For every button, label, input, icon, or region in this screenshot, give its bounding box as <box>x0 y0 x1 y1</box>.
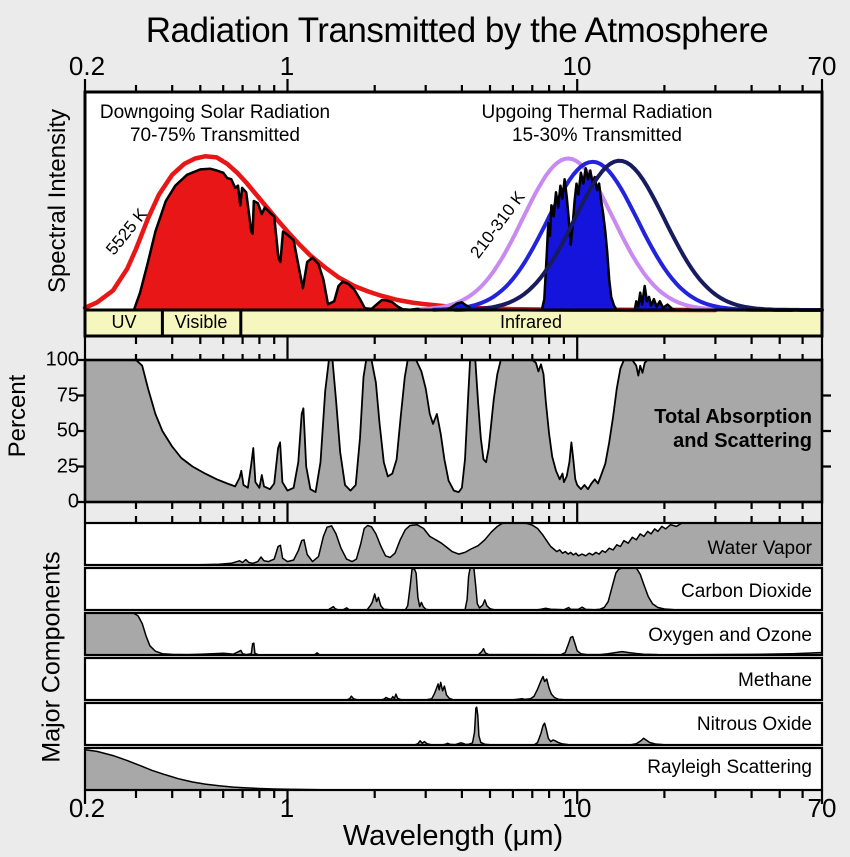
series-thermal-transmitted <box>445 167 678 312</box>
component-panel-border-4 <box>83 656 824 702</box>
component-label-rayleigh: Rayleigh Scattering <box>647 757 812 778</box>
component-panel-background-4 <box>85 658 822 700</box>
bottom-axis-tick-label-0.2: 0.2 <box>68 793 106 823</box>
series-component-3 <box>345 675 823 701</box>
band-label-visible: Visible <box>174 312 228 332</box>
band-label-uv: UV <box>111 312 137 332</box>
series-component-0 <box>186 522 823 566</box>
component-panel-background-5 <box>85 703 822 745</box>
top-axis-tick-label-1: 1 <box>279 51 295 81</box>
solar-annotation-line2: 70-75% Transmitted <box>129 125 301 146</box>
percent-tick-25: 25 <box>56 455 79 477</box>
thermal-annotation-line1: Upgoing Thermal Radiation <box>481 102 713 123</box>
tick-marks <box>77 79 831 804</box>
percent-tick-50: 50 <box>56 419 79 442</box>
wavelength-axis-label: Wavelength (μm) <box>342 820 564 852</box>
component-panel-border-2 <box>83 566 824 612</box>
bottom-axis-tick-label-70: 70 <box>807 793 837 823</box>
top-axis-tick-label-70: 70 <box>807 51 837 81</box>
series-solar-transmitted <box>132 167 443 312</box>
spectrum-band-strip-border <box>83 308 824 338</box>
component-label-water-vapor: Water Vapor <box>707 538 812 559</box>
component-panel-background-2 <box>85 568 822 610</box>
component-panel-border-6 <box>83 746 824 792</box>
thermal-annotation-line2: 15-30% Transmitted <box>511 125 683 146</box>
spectral-intensity-axis-label: Spectral Intensity <box>44 108 71 294</box>
axis-ticks <box>77 79 831 804</box>
component-label-oxygen-ozone: Oxygen and Ozone <box>648 625 812 646</box>
top-axis-tick-label-0.2: 0.2 <box>68 51 106 81</box>
component-panel-background-6 <box>85 748 822 790</box>
spectrum-band-dividers <box>160 310 243 336</box>
solar-annotation: Downgoing Solar Radiation 70-75% Transmi… <box>100 101 330 147</box>
percent-tick-0: 0 <box>67 490 79 513</box>
series-total-absorption <box>84 359 823 503</box>
total-absorption-line1: Total Absorption <box>654 406 812 428</box>
thermal-annotation: Upgoing Thermal Radiation 15-30% Transmi… <box>482 101 713 147</box>
total-absorption-annotation: Total Absorption and Scattering <box>654 405 812 453</box>
band-label-infrared: Infrared <box>499 312 563 332</box>
component-panel-border-3 <box>83 611 824 657</box>
percent-tick-75: 75 <box>56 384 79 406</box>
total-absorption-line2: and Scattering <box>673 430 812 452</box>
component-panel-background-3 <box>85 613 822 655</box>
percent-axis-label: Percent <box>4 374 31 458</box>
spectrum-band-strip <box>85 310 822 336</box>
component-label-carbon-dioxide: Carbon Dioxide <box>681 581 812 602</box>
component-panel-border-1 <box>83 521 824 567</box>
figure-title: Radiation Transmitted by the Atmosphere <box>145 11 769 50</box>
major-components-axis-label: Major Components <box>37 551 66 763</box>
top-axis-tick-label-10: 10 <box>562 51 592 81</box>
percent-tick-100: 100 <box>45 348 79 371</box>
chart-series <box>82 154 824 791</box>
component-label-methane: Methane <box>738 670 812 691</box>
bottom-axis-tick-label-1: 1 <box>279 793 295 823</box>
component-label-nitrous-oxide: Nitrous Oxide <box>696 714 812 735</box>
bottom-axis-tick-label-10: 10 <box>562 793 592 823</box>
component-panel-border-5 <box>83 701 824 747</box>
solar-annotation-line1: Downgoing Solar Radiation <box>99 102 331 123</box>
